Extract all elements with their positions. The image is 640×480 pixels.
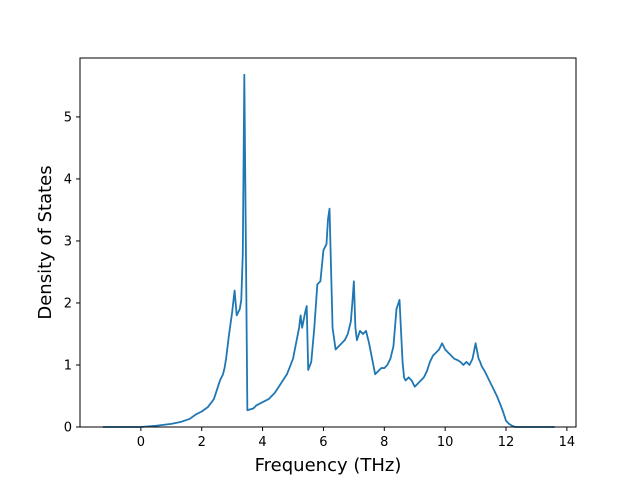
plot-area — [80, 58, 576, 427]
y-tick-label: 4 — [64, 172, 72, 187]
x-tick-label: 4 — [258, 435, 266, 450]
y-axis-label: Density of States — [35, 165, 56, 319]
x-tick-label: 12 — [498, 435, 515, 450]
x-tick-label: 10 — [437, 435, 454, 450]
y-tick-label: 5 — [64, 110, 72, 125]
y-tick-label: 2 — [64, 296, 72, 311]
x-tick-label: 8 — [380, 435, 388, 450]
y-tick-label: 1 — [64, 358, 72, 373]
x-tick-label: 0 — [137, 435, 145, 450]
x-tick-label: 6 — [319, 435, 327, 450]
x-axis-ticks: 0 2 4 6 8 10 12 14 — [137, 427, 575, 450]
plot-frame — [79, 57, 577, 428]
y-tick-label: 3 — [64, 234, 72, 249]
x-tick-label: 2 — [198, 435, 206, 450]
series-layer — [102, 73, 555, 428]
x-tick-label: 14 — [559, 435, 576, 450]
y-axis-ticks: 0 1 2 3 4 5 — [64, 110, 80, 436]
x-axis-label: Frequency (THz) — [255, 455, 402, 476]
y-tick-label: 0 — [64, 421, 72, 436]
series-line — [102, 73, 555, 428]
